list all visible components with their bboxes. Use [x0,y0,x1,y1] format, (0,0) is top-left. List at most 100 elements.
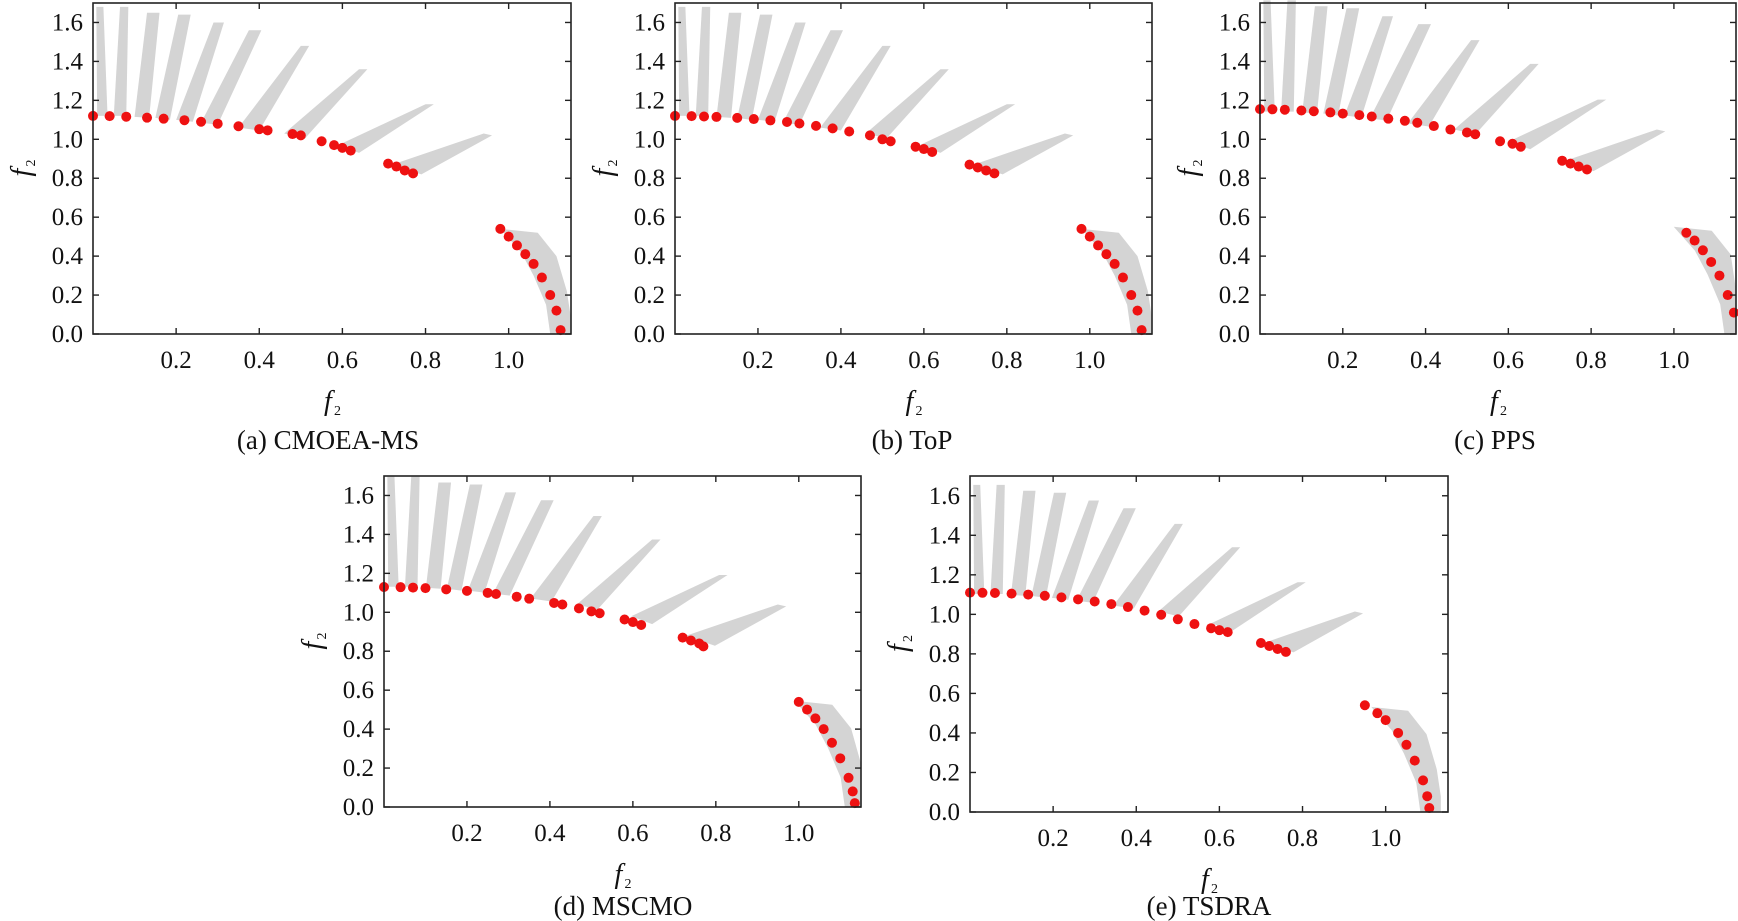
x-tick-label: 1.0 [493,347,524,374]
data-point [1139,605,1150,616]
data-point [233,121,244,132]
feasible-region [1263,0,1736,334]
data-point [794,118,805,129]
data-point [781,116,792,127]
data-point [1023,589,1034,600]
data-point [555,325,566,336]
feasible-wedge [238,45,310,131]
y-axis-label-group: f2 [1173,160,1206,177]
x-tick-label: 0.8 [1576,347,1607,374]
data-point [1267,104,1278,115]
x-tick-label: 0.4 [1410,347,1442,374]
data-point [551,305,562,316]
data-point [594,608,605,619]
y-axis-label: f [588,166,619,177]
data-point [1412,117,1423,128]
y-tick-label: 0.8 [52,165,83,192]
y-tick-label: 1.2 [929,562,960,589]
x-tick-label: 1.0 [1658,347,1689,374]
y-axis-label-subscript: 2 [1191,160,1206,167]
data-point [420,583,431,594]
data-point [748,114,759,125]
feasible-region [96,6,571,334]
y-tick-label: 0.6 [52,204,83,231]
data-point [1089,596,1100,607]
data-point [1280,646,1291,657]
data-point [1557,155,1568,166]
y-tick-label: 0.8 [1219,165,1250,192]
data-point [337,142,348,153]
panel-caption: (e) TSDRA [1147,891,1272,921]
data-point [1106,599,1117,610]
feasible-wedge [530,515,602,602]
data-point [1428,121,1439,132]
chart-panel: 0.2 0.4 0.6 0.8 1.0 0.0 0.2 0.4 0.6 0.8 1.0 1.2 1.4 1… [6,2,572,455]
data-point [1697,245,1708,256]
feasible-wedge [865,69,949,139]
data-point [847,786,858,797]
feasible-wedge [757,22,806,122]
x-axis-label: f [615,859,626,890]
data-point [1093,240,1104,251]
panel-caption: (d) MSCMO [554,891,693,921]
data-point [586,606,597,617]
data-point [1581,164,1592,175]
data-point [557,599,568,610]
y-tick-label: 0.4 [343,716,375,743]
feasible-wedge [1323,8,1360,116]
data-point [1445,124,1456,135]
data-point [287,129,298,140]
data-point [262,125,273,136]
data-point [1132,305,1143,316]
data-point [802,704,813,715]
x-axis-label-subscript: 2 [334,404,341,419]
data-point [1126,290,1137,301]
data-point [918,144,929,155]
data-point [1470,129,1481,140]
data-point [1681,227,1692,238]
data-point [677,632,688,643]
chart-panel: 0.2 0.4 0.6 0.8 1.0 0.0 0.2 0.4 0.6 0.8 1.0 1.2 1.4 1… [588,2,1153,455]
data-point [1006,588,1017,599]
x-tick-label: 1.0 [1074,347,1105,374]
data-point [1393,727,1404,738]
data-point [818,724,829,735]
x-axis-label-subscript: 2 [625,877,632,892]
y-tick-label: 1.6 [52,9,83,36]
y-tick-label: 0.6 [1219,204,1250,231]
y-tick-label: 0.0 [929,799,960,826]
data-point [835,753,846,764]
data-point [254,124,265,135]
feasible-wedge [446,484,483,591]
x-axis-label: f [1490,386,1501,417]
data-point [1136,325,1147,336]
y-axis-label-subscript: 2 [901,635,916,642]
data-point [316,136,327,147]
data-point [1325,107,1336,118]
data-point [511,591,522,602]
data-point [383,158,394,169]
y-axis-label-group: f2 [588,160,621,177]
data-point [1117,272,1128,283]
feasible-wedge [716,12,742,118]
data-point [927,146,938,157]
x-tick-label: 1.0 [1370,825,1401,852]
y-tick-label: 0.2 [634,282,665,309]
feasible-blade [1673,226,1736,334]
solution-points [965,587,1435,814]
x-tick-label: 0.2 [742,347,773,374]
x-tick-label: 0.4 [825,347,857,374]
data-point [212,118,223,129]
data-point [1722,290,1733,301]
x-tick-label: 0.8 [410,347,441,374]
x-tick-label: 0.2 [451,820,482,847]
data-point [1424,803,1435,814]
y-tick-label: 0.8 [634,165,665,192]
x-axis-label-subscript: 2 [1500,404,1507,419]
x-tick-label: 0.6 [908,347,939,374]
feasible-wedge [338,104,434,153]
data-point [1206,623,1217,634]
feasible-wedge [1211,582,1306,631]
data-point [811,120,822,131]
data-point [503,231,514,242]
